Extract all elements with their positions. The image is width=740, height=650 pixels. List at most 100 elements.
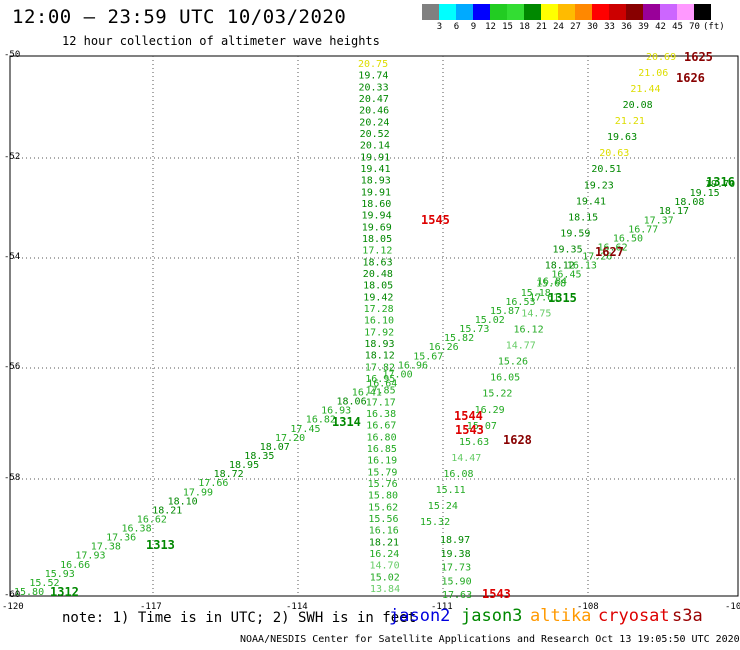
pass-time-label: 1315 <box>548 291 577 305</box>
satellite-label: jason3 <box>461 606 523 626</box>
scale-swatch <box>609 4 626 20</box>
wave-height-value: 18.21 <box>369 537 399 548</box>
wave-height-value: 14.47 <box>451 453 481 464</box>
wave-height-value: 16.38 <box>122 524 152 535</box>
longitude-label: -111 <box>431 602 453 612</box>
wave-height-value: 15.24 <box>428 501 458 512</box>
wave-height-value: 17.00 <box>383 369 413 380</box>
longitude-label: -108 <box>577 602 599 612</box>
pass-time-label: 1627 <box>595 245 624 259</box>
wave-height-value: 17.36 <box>106 533 136 544</box>
scale-label: 18 <box>519 22 530 32</box>
scale-swatch <box>643 4 660 20</box>
wave-height-value: 14.75 <box>521 309 551 320</box>
wave-height-value: 17.37 <box>644 215 674 226</box>
scale-swatch <box>558 4 575 20</box>
wave-height-value: 16.50 <box>613 233 643 244</box>
wave-height-value: 16.12 <box>514 325 544 336</box>
wave-height-value: 17.61 <box>529 293 559 304</box>
wave-height-value: 15.67 <box>413 351 443 362</box>
longitude-label: -117 <box>140 602 162 612</box>
wave-height-value: 17.99 <box>183 487 213 498</box>
wave-height-value: 19.38 <box>441 549 471 560</box>
scale-swatch <box>694 4 711 20</box>
scale-label: 21 <box>536 22 547 32</box>
wave-height-value: 16.85 <box>367 444 397 455</box>
wave-height-value: 18.93 <box>361 176 391 187</box>
wave-height-value: 17.93 <box>75 551 105 562</box>
wave-height-value: 19.42 <box>363 292 393 303</box>
wave-height-value: 20.52 <box>360 129 390 140</box>
wave-height-value: 17.12 <box>362 246 392 257</box>
wave-height-value: 17.63 <box>442 590 472 601</box>
altimeter-tracks: 20.7519.7420.3320.4720.4620.2420.5220.14… <box>14 52 735 601</box>
wave-height-value: 15.73 <box>459 324 489 335</box>
scale-swatch <box>490 4 507 20</box>
wave-height-value: 15.32 <box>420 517 450 528</box>
credit-line: NOAA/NESDIS Center for Satellite Applica… <box>240 634 740 645</box>
scale-swatch <box>660 4 677 20</box>
wave-height-value: 16.08 <box>443 469 473 480</box>
wave-height-value: 19.91 <box>361 187 391 198</box>
scale-swatch <box>541 4 558 20</box>
wave-height-value: 16.13 <box>567 261 597 272</box>
wave-height-value: 13.84 <box>370 584 400 595</box>
wave-height-value: 19.74 <box>358 71 388 82</box>
scale-label: 6 <box>453 22 460 32</box>
wave-height-value: 17.28 <box>364 304 394 315</box>
wave-height-value: 17.45 <box>290 424 320 435</box>
wave-height-value: 16.84 <box>537 277 567 288</box>
wave-height-value: 21.44 <box>630 84 660 95</box>
wave-height-value: 15.56 <box>368 514 398 525</box>
latitude-label: -58 <box>4 473 21 483</box>
wave-height-value: 15.80 <box>368 491 398 502</box>
wave-height-value: 19.41 <box>576 196 606 207</box>
wave-height-value: 15.76 <box>368 479 398 490</box>
wave-height-value: 16.19 <box>367 456 397 467</box>
satellite-label: s3a <box>672 606 703 626</box>
scale-swatch <box>592 4 609 20</box>
wave-height-value: 17.20 <box>275 433 305 444</box>
wave-height-value: 15.79 <box>367 467 397 478</box>
satellite-label: altika <box>530 606 592 626</box>
pass-time-label: 1545 <box>421 213 450 227</box>
wave-height-value: 20.46 <box>359 106 389 117</box>
wave-height-value: 16.93 <box>321 406 351 417</box>
scale-swatch <box>524 4 541 20</box>
wave-height-value: 17.26 <box>582 252 612 263</box>
wave-height-value: 19.69 <box>362 222 392 233</box>
pass-time-label: 1314 <box>332 415 361 429</box>
wave-height-value: 16.95 <box>365 374 395 385</box>
wave-height-value: 18.08 <box>674 197 704 208</box>
wave-height-value: 16.67 <box>366 421 396 432</box>
wave-height-value: 17.85 <box>366 386 396 397</box>
scale-swatch <box>626 4 643 20</box>
wave-height-value: 16.41 <box>352 388 382 399</box>
scale-swatch <box>456 4 473 20</box>
wave-height-value: 15.87 <box>490 306 520 317</box>
wave-height-value: 15.82 <box>444 333 474 344</box>
wave-height-value: 15.02 <box>370 572 400 583</box>
wave-height-value: 18.10 <box>168 496 198 507</box>
footnote: note: 1) Time is in UTC; 2) SWH is in fe… <box>62 610 417 626</box>
wave-height-value: 15.02 <box>475 315 505 326</box>
wave-height-value: 15.26 <box>498 357 528 368</box>
scale-label: 3 <box>436 22 443 32</box>
wave-height-value: 15.18 <box>521 288 551 299</box>
wave-height-value: 15.68 <box>536 279 566 290</box>
wave-height-value: 16.64 <box>367 379 397 390</box>
wave-height-value: 17.92 <box>364 327 394 338</box>
wave-height-value: 15.62 <box>368 502 398 513</box>
wave-height-value: 18.15 <box>568 212 598 223</box>
wave-height-value: 19.63 <box>607 132 637 143</box>
graticule <box>10 56 738 596</box>
wave-height-value: 20.33 <box>359 82 389 93</box>
pass-time-label: 1625 <box>684 50 713 64</box>
pass-time-label: 1628 <box>503 433 532 447</box>
scale-swatch <box>507 4 524 20</box>
wave-height-value: 15.07 <box>467 421 497 432</box>
scale-label: 15 <box>502 22 513 32</box>
scale-label: 42 <box>655 22 666 32</box>
wave-height-value: 15.90 <box>442 576 472 587</box>
